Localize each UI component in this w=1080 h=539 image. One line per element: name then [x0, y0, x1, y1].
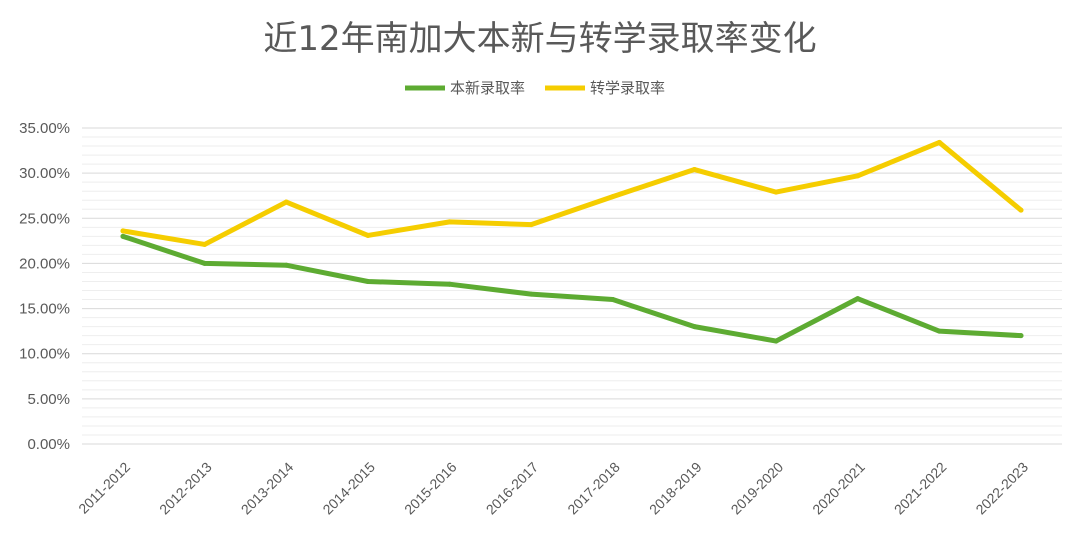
y-tick-label: 30.00%: [19, 165, 70, 182]
data-point: [610, 297, 616, 303]
data-point: [365, 278, 371, 284]
x-tick-label: 2014-2015: [319, 459, 378, 518]
x-tick-label: 2020-2021: [809, 459, 868, 518]
x-tick-label: 2017-2018: [564, 459, 623, 518]
y-tick-label: 10.00%: [19, 346, 70, 363]
y-tick-label: 25.00%: [19, 210, 70, 227]
data-point: [773, 189, 779, 195]
data-point: [610, 194, 616, 200]
data-point: [1018, 333, 1024, 339]
data-point: [773, 338, 779, 344]
legend-label-transfer: 转学录取率: [590, 79, 665, 97]
data-point: [936, 139, 942, 145]
legend-item-transfer: 转学录取率: [545, 79, 665, 97]
legend-label-freshman: 本新录取率: [450, 79, 525, 97]
y-tick-label: 15.00%: [19, 301, 70, 318]
chart-title: 近12年南加大本新与转学录取率变化: [263, 19, 816, 59]
data-point: [528, 222, 534, 228]
data-point: [365, 232, 371, 238]
legend: 本新录取率 转学录取率: [405, 79, 665, 97]
x-tick-label: 2012-2013: [156, 459, 215, 518]
series-line-1: [120, 139, 1024, 247]
x-axis: 2011-2012 2012-2013 2013-2014 2014-2015 2015…: [75, 459, 1031, 518]
y-tick-label: 5.00%: [27, 391, 70, 408]
x-tick-label: 2013-2014: [238, 459, 297, 518]
data-point: [855, 296, 861, 302]
grid: [82, 127, 1062, 445]
x-tick-label: 2021-2022: [891, 459, 950, 518]
legend-item-freshman: 本新录取率: [405, 79, 525, 97]
y-tick-label: 35.00%: [19, 120, 70, 137]
data-point: [855, 173, 861, 179]
data-point: [528, 291, 534, 297]
data-point: [202, 260, 208, 266]
y-axis: 0.00% 5.00% 10.00% 15.00% 20.00% 25.00% 30.00%…: [19, 120, 70, 453]
data-point: [120, 228, 126, 234]
data-point: [447, 219, 453, 225]
x-tick-label: 2019-2020: [728, 459, 787, 518]
data-point: [120, 233, 126, 239]
data-point: [283, 262, 289, 268]
data-point: [447, 281, 453, 287]
x-tick-label: 2016-2017: [483, 459, 542, 518]
series-line-0: [120, 233, 1024, 344]
data-point: [283, 199, 289, 205]
data-point: [202, 241, 208, 247]
x-tick-label: 2022-2023: [972, 459, 1031, 518]
data-point: [691, 167, 697, 173]
series-lines: [120, 139, 1024, 344]
y-tick-label: 0.00%: [27, 436, 70, 453]
y-tick-label: 20.00%: [19, 255, 70, 272]
data-point: [691, 324, 697, 330]
x-tick-label: 2018-2019: [646, 459, 705, 518]
x-tick-label: 2011-2012: [75, 459, 133, 517]
data-point: [936, 328, 942, 334]
data-point: [1018, 207, 1024, 213]
x-tick-label: 2015-2016: [401, 459, 460, 518]
